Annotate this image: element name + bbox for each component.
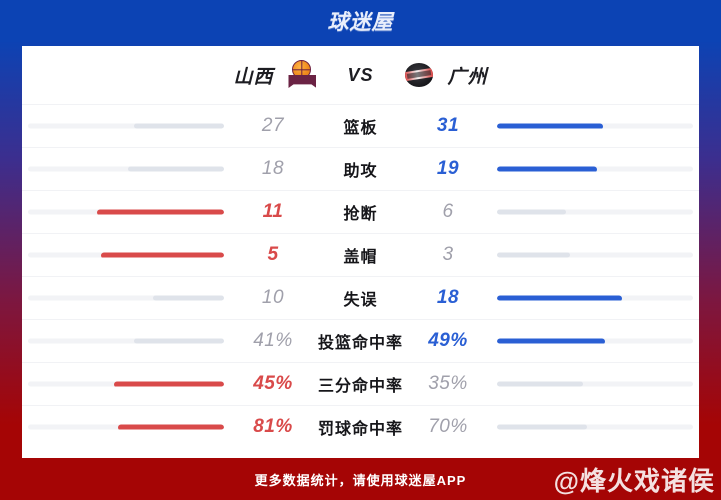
stat-row: 10 失误 18 [22, 276, 699, 319]
home-bar-track [28, 209, 224, 215]
badge-shape [404, 63, 433, 87]
stat-label: 罚球命中率 [317, 421, 403, 438]
stat-label: 篮板 [343, 120, 378, 137]
stat-label: 抢断 [343, 206, 378, 223]
home-bar-track [28, 381, 224, 387]
away-bar-fill [497, 424, 588, 430]
away-stat-value: 18 [436, 287, 460, 308]
home-bar-fill [100, 252, 224, 258]
stat-label: 三分命中率 [317, 378, 403, 395]
stat-label: 失误 [343, 292, 378, 309]
away-bar-track [497, 295, 693, 301]
home-bar-fill [118, 424, 224, 430]
home-bar-fill [153, 295, 224, 301]
stat-row: 81% 罚球命中率 70% [22, 405, 699, 448]
stat-row: 18 助攻 19 [22, 147, 699, 190]
home-stat-value: 5 [267, 244, 279, 265]
away-stat-value: 6 [442, 201, 454, 222]
away-bar-fill [497, 123, 603, 129]
stat-rows: 27 篮板 31 18 助攻 19 11 抢断 6 5 盖帽 3 10 失误 18 41% 投篮命中率 49% 45… [22, 104, 699, 448]
away-bar-fill [497, 252, 570, 258]
away-stat-value: 70% [428, 416, 468, 437]
away-stat-value: 49% [428, 330, 468, 351]
away-bar-track [497, 252, 693, 258]
home-stat-value: 10 [261, 287, 285, 308]
away-stat-value: 35% [428, 373, 468, 394]
stats-card: 山西 VS 广州 27 篮板 31 18 助攻 19 11 抢断 6 5 盖帽 3 10 失误 18 41% 投… [22, 46, 699, 458]
home-bar-fill [127, 166, 224, 172]
home-bar-track [28, 338, 224, 344]
away-bar-track [497, 338, 693, 344]
away-bar-track [497, 209, 693, 215]
away-bar-fill [497, 338, 605, 344]
away-bar-track [497, 166, 693, 172]
stat-row: 41% 投篮命中率 49% [22, 319, 699, 362]
away-bar-track [497, 123, 693, 129]
watermark: @烽火戏诸侯 [553, 466, 715, 496]
home-bar-fill [96, 209, 224, 215]
home-bar-track [28, 295, 224, 301]
home-team-name: 山西 [233, 66, 274, 88]
app-header: 球迷屋 [0, 0, 721, 42]
away-bar-fill [497, 166, 597, 172]
away-bar-track [497, 381, 693, 387]
home-stat-value: 81% [253, 416, 293, 437]
home-stat-value: 27 [261, 115, 285, 136]
home-bar-track [28, 123, 224, 129]
home-stat-value: 18 [261, 158, 285, 179]
away-stat-value: 19 [436, 158, 460, 179]
stat-row: 45% 三分命中率 35% [22, 362, 699, 405]
home-bar-track [28, 166, 224, 172]
guangzhou-badge-logo-icon [404, 60, 434, 90]
home-stat-value: 11 [262, 201, 284, 222]
away-stat-value: 3 [442, 244, 454, 265]
away-stat-value: 31 [436, 115, 460, 136]
away-bar-track [497, 424, 693, 430]
away-bar-fill [497, 209, 566, 215]
stat-label: 助攻 [343, 163, 378, 180]
footer-promo-text: 更多数据统计，请使用球迷屋APP [254, 472, 467, 488]
basketball-banner-logo-icon [287, 60, 317, 90]
stat-label: 投篮命中率 [317, 335, 403, 352]
home-stat-value: 45% [253, 373, 293, 394]
home-bar-track [28, 252, 224, 258]
home-bar-track [28, 424, 224, 430]
stat-label: 盖帽 [343, 249, 378, 266]
away-bar-fill [497, 295, 623, 301]
stat-row: 27 篮板 31 [22, 104, 699, 147]
app-footer: 更多数据统计，请使用球迷屋APP [0, 458, 721, 500]
matchup-header: 山西 VS 广州 [22, 46, 699, 104]
banner-shape [288, 75, 317, 88]
home-bar-fill [114, 381, 224, 387]
stat-row: 11 抢断 6 [22, 190, 699, 233]
away-team-name: 广州 [447, 66, 488, 88]
home-stat-value: 41% [253, 330, 293, 351]
home-bar-fill [133, 338, 224, 344]
away-bar-fill [497, 381, 584, 387]
vs-separator: VS [347, 64, 374, 85]
stat-row: 5 盖帽 3 [22, 233, 699, 276]
brand-logo: 球迷屋 [327, 11, 394, 34]
home-bar-fill [133, 123, 224, 129]
